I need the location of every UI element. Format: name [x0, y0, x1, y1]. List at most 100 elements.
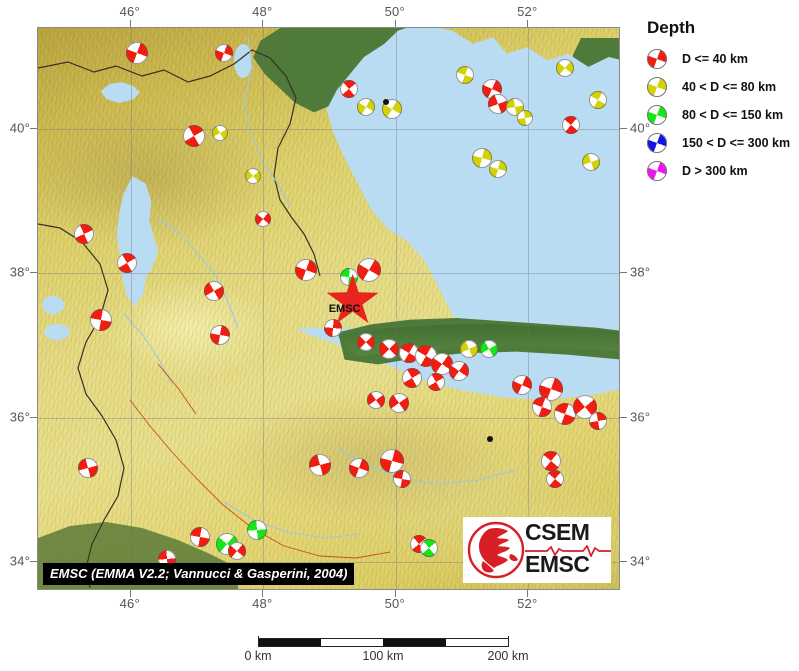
focal-mechanism-beachball[interactable]	[190, 526, 211, 547]
seismogram-icon	[525, 545, 611, 557]
emsc-logo[interactable]: CSEM EMSC	[463, 517, 611, 583]
y-tickmark-right	[620, 416, 627, 418]
focal-mechanism-beachball[interactable]	[366, 390, 385, 409]
x-tick-label-bottom: 48°	[252, 596, 273, 611]
vector-overlay	[38, 35, 517, 589]
y-tick-label-right: 38°	[630, 264, 651, 280]
legend-item-depth-0[interactable]: D <= 40 km	[645, 46, 799, 72]
y-tick-label-right: 36°	[630, 409, 651, 425]
x-tickmark-top	[129, 20, 131, 27]
focal-mechanism-beachball[interactable]	[545, 470, 564, 489]
focal-mechanism-beachball[interactable]	[74, 223, 95, 244]
beachball-icon	[647, 133, 667, 153]
y-tick-label-left: 40°	[9, 120, 30, 136]
x-tick-label-bottom: 50°	[384, 596, 405, 611]
emsc-epicenter-label: EMSC	[328, 302, 361, 315]
legend-item-label: 150 < D <= 300 km	[682, 136, 791, 150]
lake-van	[100, 82, 141, 103]
focal-mechanism-beachball[interactable]	[402, 368, 423, 389]
legend-rows: D <= 40 km 40 < D <= 80 km 80 < D <= 150 k…	[645, 46, 799, 184]
focal-mechanism-beachball[interactable]	[459, 340, 478, 359]
focal-mechanism-beachball[interactable]	[562, 116, 581, 135]
legend-item-depth-4[interactable]: D > 300 km	[645, 158, 799, 184]
map-caption: EMSC (EMMA V2.2; Vannucci & Gasperini, 2…	[43, 563, 355, 585]
globe-icon	[467, 521, 525, 579]
focal-mechanism-beachball[interactable]	[582, 152, 601, 171]
y-tick-label-left: 34°	[9, 553, 30, 569]
scale-bar-segment	[258, 638, 321, 647]
focal-mechanism-beachball[interactable]	[539, 376, 564, 401]
focal-mechanism-beachball[interactable]	[448, 360, 469, 381]
focal-mechanism-beachball[interactable]	[340, 80, 359, 99]
focal-mechanism-beachball[interactable]	[588, 91, 607, 110]
focal-mechanism-beachball[interactable]	[210, 324, 231, 345]
focal-mechanism-beachball[interactable]	[255, 211, 272, 228]
focal-mechanism-beachball[interactable]	[214, 44, 233, 63]
legend-item-depth-1[interactable]: 40 < D <= 80 km	[645, 74, 799, 100]
focal-mechanism-beachball[interactable]	[203, 281, 224, 302]
city-marker-layer	[38, 28, 619, 589]
focal-mechanism-beachball[interactable]	[419, 538, 438, 557]
graticule-parallel-40	[38, 129, 619, 130]
focal-mechanism-beachball[interactable]	[349, 458, 370, 479]
scale-bar-endcap	[258, 636, 259, 647]
lake-small-west-1	[42, 296, 64, 314]
focal-mechanism-beachball[interactable]	[357, 257, 382, 282]
focal-mechanism-beachball[interactable]	[245, 167, 262, 184]
focal-mechanism-beachball[interactable]	[531, 396, 552, 417]
graticule-parallel-36	[38, 417, 619, 419]
focal-mechanism-beachball[interactable]	[471, 147, 492, 168]
focal-mechanism-beachball[interactable]	[227, 542, 246, 561]
x-tick-label-top: 52°	[517, 4, 538, 19]
x-tickmark-bottom	[129, 590, 131, 597]
focal-mechanism-beachball[interactable]	[356, 332, 375, 351]
focal-mechanism-beachball[interactable]	[77, 458, 98, 479]
graticule-parallel-38	[38, 273, 619, 275]
legend-item-depth-2[interactable]: 80 < D <= 150 km	[645, 102, 799, 128]
x-tickmark-bottom	[527, 590, 529, 597]
focal-mechanism-beachball[interactable]	[89, 309, 112, 332]
graticule-meridian-52	[528, 28, 530, 589]
focal-mechanism-beachball[interactable]	[426, 372, 445, 391]
y-tickmark-right	[620, 561, 627, 563]
x-tickmark-top	[527, 20, 529, 27]
scale-bar-track	[258, 636, 509, 647]
x-tick-label-top: 50°	[384, 4, 405, 19]
focal-mechanism-beachball[interactable]	[380, 449, 405, 474]
y-tickmark-left	[30, 128, 37, 130]
lake-small-north	[234, 44, 252, 78]
logo-text: CSEM EMSC	[525, 519, 611, 581]
focal-mechanism-beachball[interactable]	[212, 124, 229, 141]
y-tick-label-right: 34°	[630, 553, 651, 569]
focal-mechanism-beachball[interactable]	[555, 58, 574, 77]
logo-line-csem: CSEM	[525, 519, 590, 545]
focal-mechanism-beachball[interactable]	[308, 453, 331, 476]
focal-mechanism-beachball[interactable]	[572, 394, 597, 419]
y-tick-label-right: 40°	[630, 120, 651, 136]
map-frame[interactable]: EMSC CSEM EMSC EMSC (EMMA V2.	[37, 27, 620, 590]
focal-mechanism-beachball[interactable]	[516, 110, 533, 127]
focal-mechanism-beachball[interactable]	[588, 412, 607, 431]
focal-mechanism-beachball[interactable]	[511, 375, 532, 396]
focal-mechanism-beachball[interactable]	[126, 42, 149, 65]
legend-item-depth-3[interactable]: 150 < D <= 300 km	[645, 130, 799, 156]
focal-mechanism-beachball[interactable]	[489, 159, 508, 178]
focal-mechanism-beachball[interactable]	[246, 519, 267, 540]
beachball-icon	[647, 49, 667, 69]
focal-mechanism-beachball[interactable]	[356, 98, 375, 117]
scale-bar-segment	[383, 638, 446, 647]
focal-mechanism-beachball[interactable]	[295, 258, 318, 281]
focal-mechanism-beachball[interactable]	[117, 252, 138, 273]
focal-mechanism-beachball[interactable]	[393, 470, 412, 489]
y-tickmark-right	[620, 128, 627, 130]
focal-mechanism-beachball[interactable]	[323, 318, 342, 337]
y-tickmark-left	[30, 272, 37, 274]
focal-mechanism-beachball[interactable]	[456, 65, 475, 84]
focal-mechanism-beachball[interactable]	[182, 125, 205, 148]
focal-mechanism-layer	[38, 28, 619, 589]
focal-mechanism-beachball[interactable]	[479, 340, 498, 359]
focal-mechanism-beachball[interactable]	[379, 339, 400, 360]
focal-mechanism-beachball[interactable]	[389, 393, 410, 414]
x-tick-label-bottom: 52°	[517, 596, 538, 611]
